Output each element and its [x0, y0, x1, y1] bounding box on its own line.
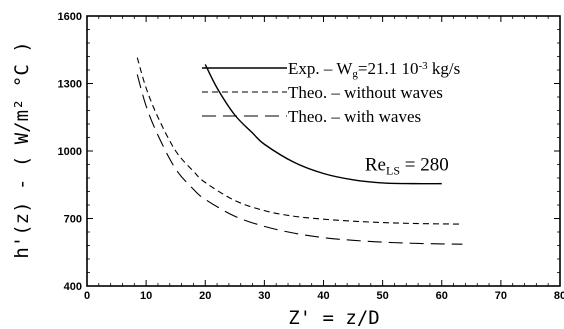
- series-line-2: [136, 57, 463, 225]
- x-tick-label: 40: [317, 290, 329, 302]
- x-tick-label: 80: [554, 290, 564, 302]
- y-tick-label: 1000: [58, 146, 82, 158]
- x-tick-label: 60: [436, 290, 448, 302]
- x-tick-label: 70: [495, 290, 507, 302]
- series-line-3: [136, 74, 463, 245]
- x-tick-label: 20: [199, 290, 211, 302]
- x-tick-label: 50: [377, 290, 389, 302]
- x-tick-label: 10: [140, 290, 152, 302]
- x-tick-label: 0: [84, 290, 90, 302]
- y-tick-label: 1600: [58, 11, 82, 23]
- reynolds-annotation: ReLS = 280: [365, 154, 449, 177]
- annotations: ReLS = 280: [365, 154, 449, 177]
- legend-label-2: Theo. – without waves: [288, 83, 443, 102]
- legend: Exp. – Wg=21.1 10-3 kg/s Theo. – without …: [202, 59, 460, 126]
- series: [136, 57, 463, 245]
- legend-label-1: Exp. – Wg=21.1 10-3 kg/s: [288, 59, 460, 80]
- y-tick-label: 1300: [58, 79, 82, 91]
- axes: [86, 15, 561, 287]
- y-tick-label: 700: [64, 214, 82, 226]
- x-tick-label: 30: [258, 290, 270, 302]
- series-line-1: [204, 64, 442, 185]
- x-axis-title: Z' = z/D: [288, 307, 380, 329]
- ticks: 0 10 20 30 40 50 60 70 80 400 700 1000 1300 1600: [58, 11, 564, 302]
- plot-frame: [86, 15, 561, 287]
- y-tick-label: 400: [64, 281, 82, 293]
- y-axis-title: h'(z) - ( W/m² °C ): [11, 41, 33, 258]
- legend-label-3: Theo. – with waves: [288, 107, 421, 126]
